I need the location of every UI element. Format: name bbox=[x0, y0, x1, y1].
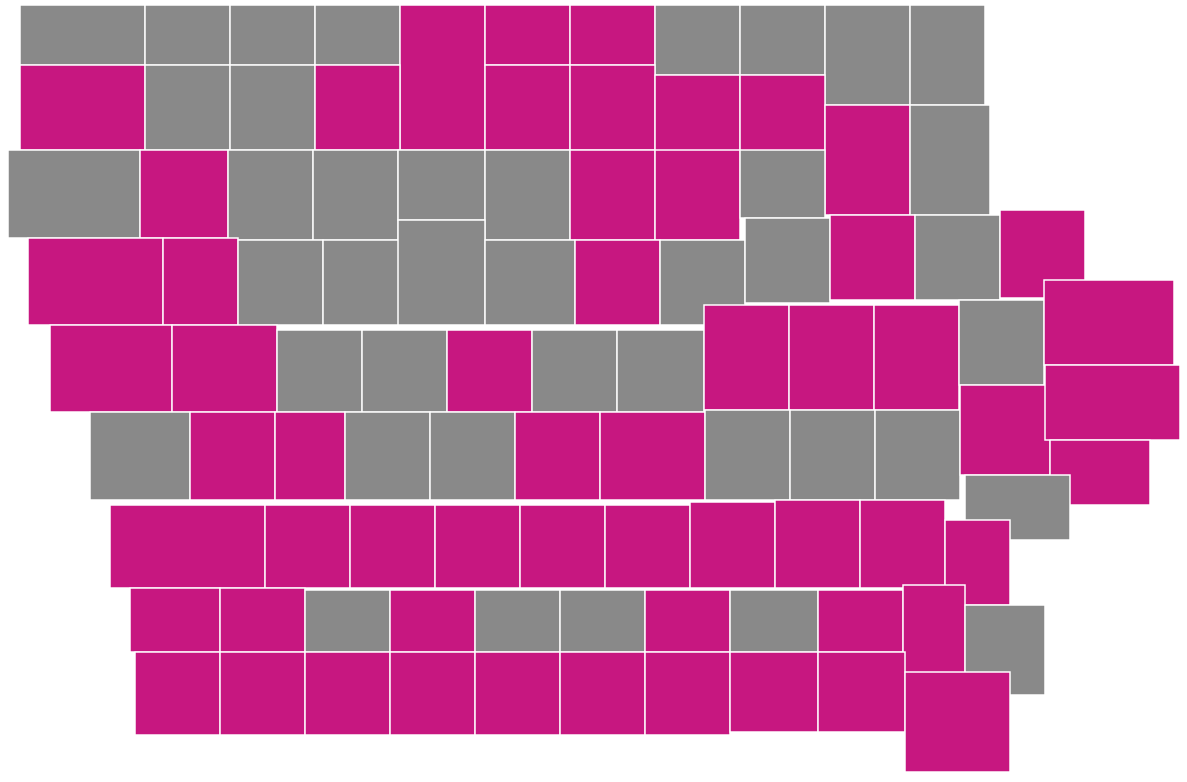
county bbox=[144, 4, 231, 66]
county bbox=[703, 304, 790, 411]
county bbox=[484, 239, 576, 326]
county bbox=[569, 4, 656, 66]
county bbox=[484, 4, 571, 66]
county bbox=[361, 329, 448, 413]
county bbox=[89, 411, 191, 501]
county bbox=[909, 104, 991, 216]
county bbox=[397, 149, 486, 221]
county bbox=[484, 149, 571, 241]
county bbox=[654, 74, 741, 154]
county bbox=[312, 149, 399, 241]
county bbox=[874, 409, 961, 501]
county bbox=[654, 149, 741, 241]
county bbox=[604, 504, 691, 589]
county bbox=[171, 324, 278, 413]
county bbox=[229, 4, 316, 66]
county bbox=[824, 104, 911, 216]
county bbox=[429, 411, 516, 501]
county bbox=[434, 504, 521, 589]
county bbox=[189, 411, 276, 501]
county bbox=[514, 411, 601, 501]
county bbox=[559, 651, 646, 736]
county bbox=[519, 504, 606, 589]
county bbox=[129, 587, 221, 653]
county bbox=[904, 671, 1011, 773]
county bbox=[49, 324, 173, 413]
county bbox=[399, 4, 486, 151]
county bbox=[344, 411, 431, 501]
county bbox=[397, 219, 486, 326]
county bbox=[616, 329, 705, 413]
county bbox=[227, 149, 314, 241]
county bbox=[739, 4, 826, 76]
county bbox=[219, 651, 306, 736]
county bbox=[739, 149, 826, 219]
county bbox=[569, 149, 656, 241]
county bbox=[859, 499, 946, 589]
county bbox=[27, 237, 164, 326]
county bbox=[1044, 364, 1181, 441]
county bbox=[314, 4, 401, 66]
county bbox=[109, 504, 266, 589]
county bbox=[484, 64, 571, 151]
county bbox=[909, 4, 986, 106]
county bbox=[959, 384, 1051, 476]
county bbox=[559, 589, 646, 653]
county bbox=[689, 501, 776, 589]
county bbox=[304, 589, 391, 653]
county bbox=[349, 504, 436, 589]
county bbox=[322, 239, 409, 326]
county bbox=[789, 409, 876, 501]
county bbox=[654, 4, 741, 76]
county bbox=[219, 587, 306, 653]
county bbox=[474, 651, 561, 736]
county bbox=[729, 589, 819, 653]
county bbox=[704, 409, 791, 501]
county bbox=[739, 74, 826, 154]
county bbox=[644, 589, 731, 653]
county bbox=[276, 329, 363, 413]
county bbox=[389, 589, 476, 653]
county bbox=[774, 499, 861, 589]
county bbox=[817, 651, 906, 733]
county bbox=[958, 299, 1045, 386]
county bbox=[139, 149, 229, 239]
county bbox=[134, 651, 221, 736]
county bbox=[569, 64, 656, 151]
county bbox=[644, 651, 731, 736]
county bbox=[144, 64, 231, 151]
county bbox=[314, 64, 401, 151]
county bbox=[744, 217, 831, 304]
county bbox=[274, 411, 346, 501]
county bbox=[729, 651, 819, 733]
county bbox=[824, 4, 911, 106]
county bbox=[237, 239, 324, 326]
county bbox=[1043, 279, 1175, 366]
county bbox=[264, 504, 351, 589]
county bbox=[531, 329, 618, 413]
county bbox=[914, 214, 1001, 301]
county bbox=[19, 64, 146, 151]
county bbox=[19, 4, 146, 66]
county bbox=[829, 214, 916, 301]
county bbox=[389, 651, 476, 736]
county bbox=[817, 589, 904, 653]
county bbox=[162, 237, 239, 326]
county bbox=[7, 149, 141, 239]
county bbox=[574, 239, 661, 326]
county bbox=[873, 304, 960, 411]
county bbox=[474, 589, 561, 653]
county bbox=[304, 651, 391, 736]
county bbox=[902, 584, 966, 676]
county bbox=[788, 304, 875, 411]
county bbox=[446, 329, 533, 413]
county bbox=[229, 64, 316, 151]
county bbox=[599, 411, 706, 501]
